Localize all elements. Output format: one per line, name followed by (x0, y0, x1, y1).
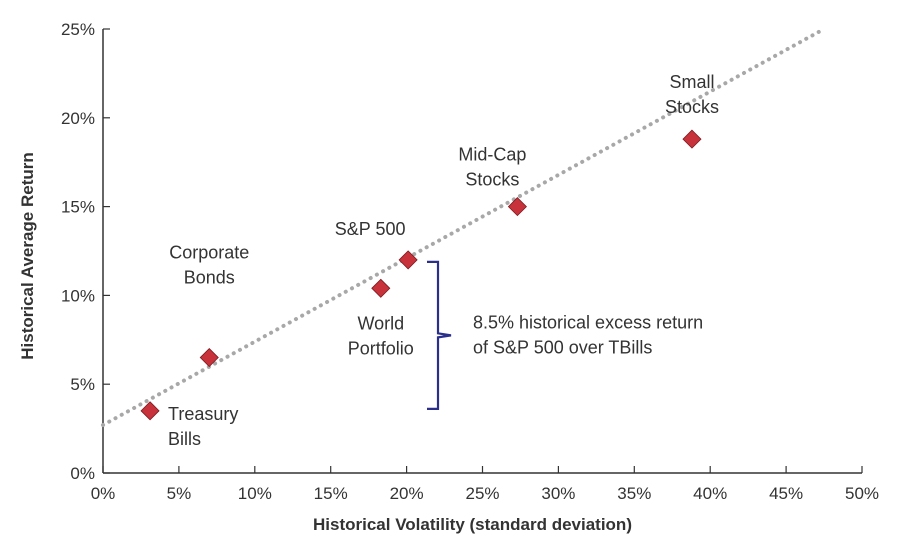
y-tick-label: 5% (70, 375, 95, 394)
x-tick-label: 10% (238, 484, 272, 503)
excess-return-annotation: 8.5% historical excess return of S&P 500… (427, 260, 703, 410)
y-tick-label: 0% (70, 464, 95, 483)
y-axis-title: Historical Average Return (18, 152, 37, 360)
x-tick-label: 25% (465, 484, 499, 503)
y-axis-ticks: 0% 5% 10% 15% 20% 25% (61, 20, 110, 483)
y-tick-label: 25% (61, 20, 95, 39)
annotation-text-line-2: of S&P 500 over TBills (473, 337, 652, 357)
x-tick-label: 30% (541, 484, 575, 503)
data-points (140, 129, 702, 421)
x-tick-label: 45% (769, 484, 803, 503)
data-point-label: Mid-Cap (458, 145, 526, 165)
x-axis-ticks: 0% 5% 10% 15% 20% 25% 30% 35% 40% 45% 50% (91, 466, 879, 503)
x-tick-label: 0% (91, 484, 116, 503)
point-labels: Treasury Bills Corporate Bonds World Portfoli… (168, 72, 719, 449)
y-tick-label: 10% (61, 286, 95, 305)
data-point-marker (682, 129, 702, 149)
data-point-marker (398, 250, 418, 270)
x-tick-label: 35% (617, 484, 651, 503)
data-point-marker (507, 197, 527, 217)
x-tick-label: 40% (693, 484, 727, 503)
x-tick-label: 5% (167, 484, 192, 503)
data-point-label: Bills (168, 429, 201, 449)
data-point-label: World (357, 313, 404, 333)
x-tick-label: 50% (845, 484, 879, 503)
annotation-text-line-1: 8.5% historical excess return (473, 312, 703, 332)
data-point-marker (140, 401, 160, 421)
y-tick-label: 20% (61, 109, 95, 128)
data-point-label: Corporate (169, 243, 249, 263)
data-point-marker (199, 347, 219, 368)
data-point-marker (371, 278, 391, 298)
y-tick-label: 15% (61, 198, 95, 217)
x-tick-label: 15% (314, 484, 348, 503)
data-point-label: Portfolio (348, 338, 414, 358)
data-point-label: Stocks (665, 97, 719, 117)
excess-return-bracket (427, 260, 452, 410)
data-point-label: Treasury (168, 404, 238, 424)
x-tick-label: 20% (390, 484, 424, 503)
data-point-label: Stocks (465, 170, 519, 190)
data-point-label: Bonds (184, 268, 235, 288)
data-point-label: S&P 500 (335, 219, 406, 239)
trend-line (101, 27, 827, 428)
x-axis-title: Historical Volatility (standard deviatio… (313, 515, 632, 534)
data-point-label: Small (669, 72, 714, 92)
